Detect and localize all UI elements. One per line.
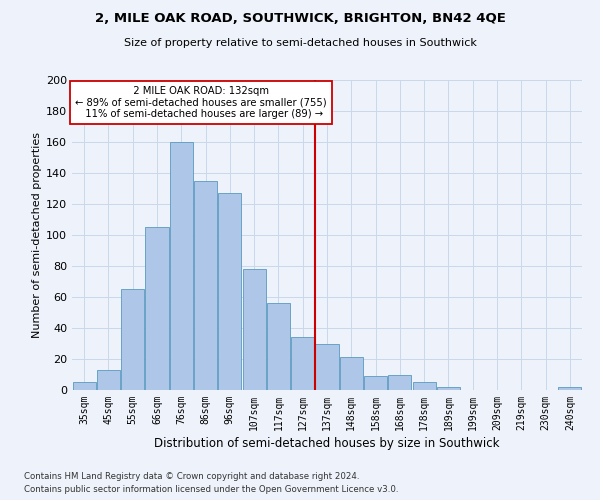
Bar — [73, 382, 95, 390]
Bar — [316, 344, 338, 390]
Bar — [242, 269, 266, 390]
Bar — [388, 374, 412, 390]
Bar — [218, 193, 241, 390]
Bar — [364, 376, 387, 390]
Bar — [145, 227, 169, 390]
Bar — [170, 142, 193, 390]
Y-axis label: Number of semi-detached properties: Number of semi-detached properties — [32, 132, 42, 338]
Bar — [97, 370, 120, 390]
Text: 2, MILE OAK ROAD, SOUTHWICK, BRIGHTON, BN42 4QE: 2, MILE OAK ROAD, SOUTHWICK, BRIGHTON, B… — [95, 12, 505, 26]
Text: Size of property relative to semi-detached houses in Southwick: Size of property relative to semi-detach… — [124, 38, 476, 48]
X-axis label: Distribution of semi-detached houses by size in Southwick: Distribution of semi-detached houses by … — [154, 437, 500, 450]
Bar — [121, 289, 144, 390]
Text: Contains HM Land Registry data © Crown copyright and database right 2024.: Contains HM Land Registry data © Crown c… — [24, 472, 359, 481]
Bar — [340, 358, 363, 390]
Text: 2 MILE OAK ROAD: 132sqm  
← 89% of semi-detached houses are smaller (755)
  11% : 2 MILE OAK ROAD: 132sqm ← 89% of semi-de… — [75, 86, 326, 120]
Text: Contains public sector information licensed under the Open Government Licence v3: Contains public sector information licen… — [24, 484, 398, 494]
Bar — [559, 387, 581, 390]
Bar — [291, 338, 314, 390]
Bar — [194, 180, 217, 390]
Bar — [267, 303, 290, 390]
Bar — [413, 382, 436, 390]
Bar — [437, 387, 460, 390]
